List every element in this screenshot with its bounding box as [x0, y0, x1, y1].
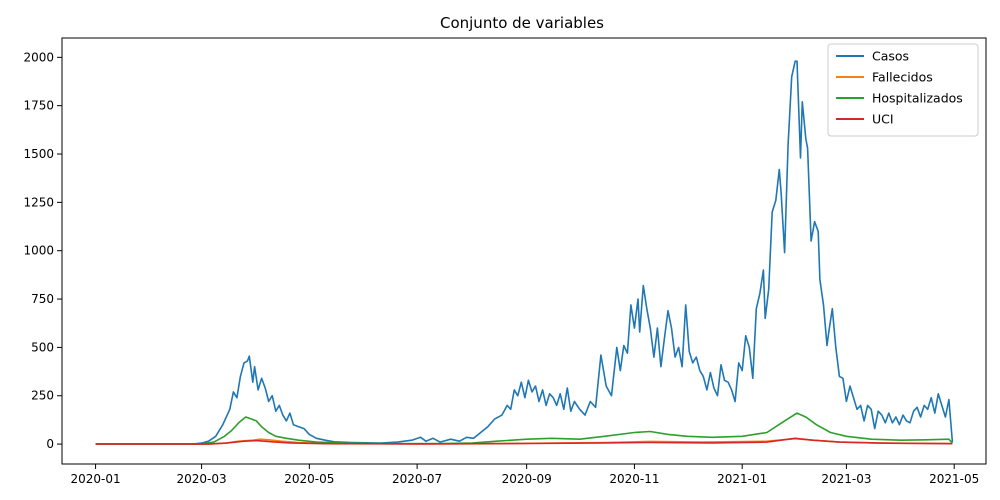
y-tick-label: 2000 [23, 50, 54, 64]
x-tick-label: 2021-03 [821, 472, 871, 486]
x-tick-label: 2020-09 [502, 472, 552, 486]
x-tick-label: 2020-07 [392, 472, 442, 486]
y-tick-label: 500 [31, 340, 54, 354]
series-line-hospitalizados [95, 412, 953, 445]
legend-label-uci: UCI [872, 112, 894, 127]
legend: Casos Fallecidos Hospitalizados UCI [827, 43, 979, 137]
x-tick-label: 2021-01 [717, 472, 767, 486]
legend-label-hospitalizados: Hospitalizados [872, 91, 963, 106]
x-tick-label: 2020-03 [177, 472, 227, 486]
y-axis: 0 250 500 750 1000 1250 1500 1750 2000 [23, 50, 62, 451]
legend-box [827, 43, 979, 137]
legend-label-fallecidos: Fallecidos [872, 70, 933, 85]
x-axis: 2020-01 2020-03 2020-05 2020-07 2020-09 2020-… [70, 464, 979, 486]
series-line-uci [95, 437, 953, 445]
y-tick-label: 750 [31, 292, 54, 306]
chart-title: Conjunto de variables [440, 14, 604, 32]
y-tick-label: 1500 [23, 147, 54, 161]
plot-lines [95, 60, 954, 445]
legend-label-casos: Casos [872, 49, 909, 64]
y-tick-label: 250 [31, 389, 54, 403]
x-tick-label: 2020-01 [70, 472, 120, 486]
y-tick-label: 0 [46, 437, 54, 451]
x-tick-label: 2021-05 [929, 472, 979, 486]
x-tick-label: 2020-05 [284, 472, 334, 486]
x-tick-label: 2020-11 [609, 472, 659, 486]
y-tick-label: 1750 [23, 99, 54, 113]
series-line-casos [95, 60, 954, 445]
y-tick-label: 1000 [23, 244, 54, 258]
y-tick-label: 1250 [23, 195, 54, 209]
